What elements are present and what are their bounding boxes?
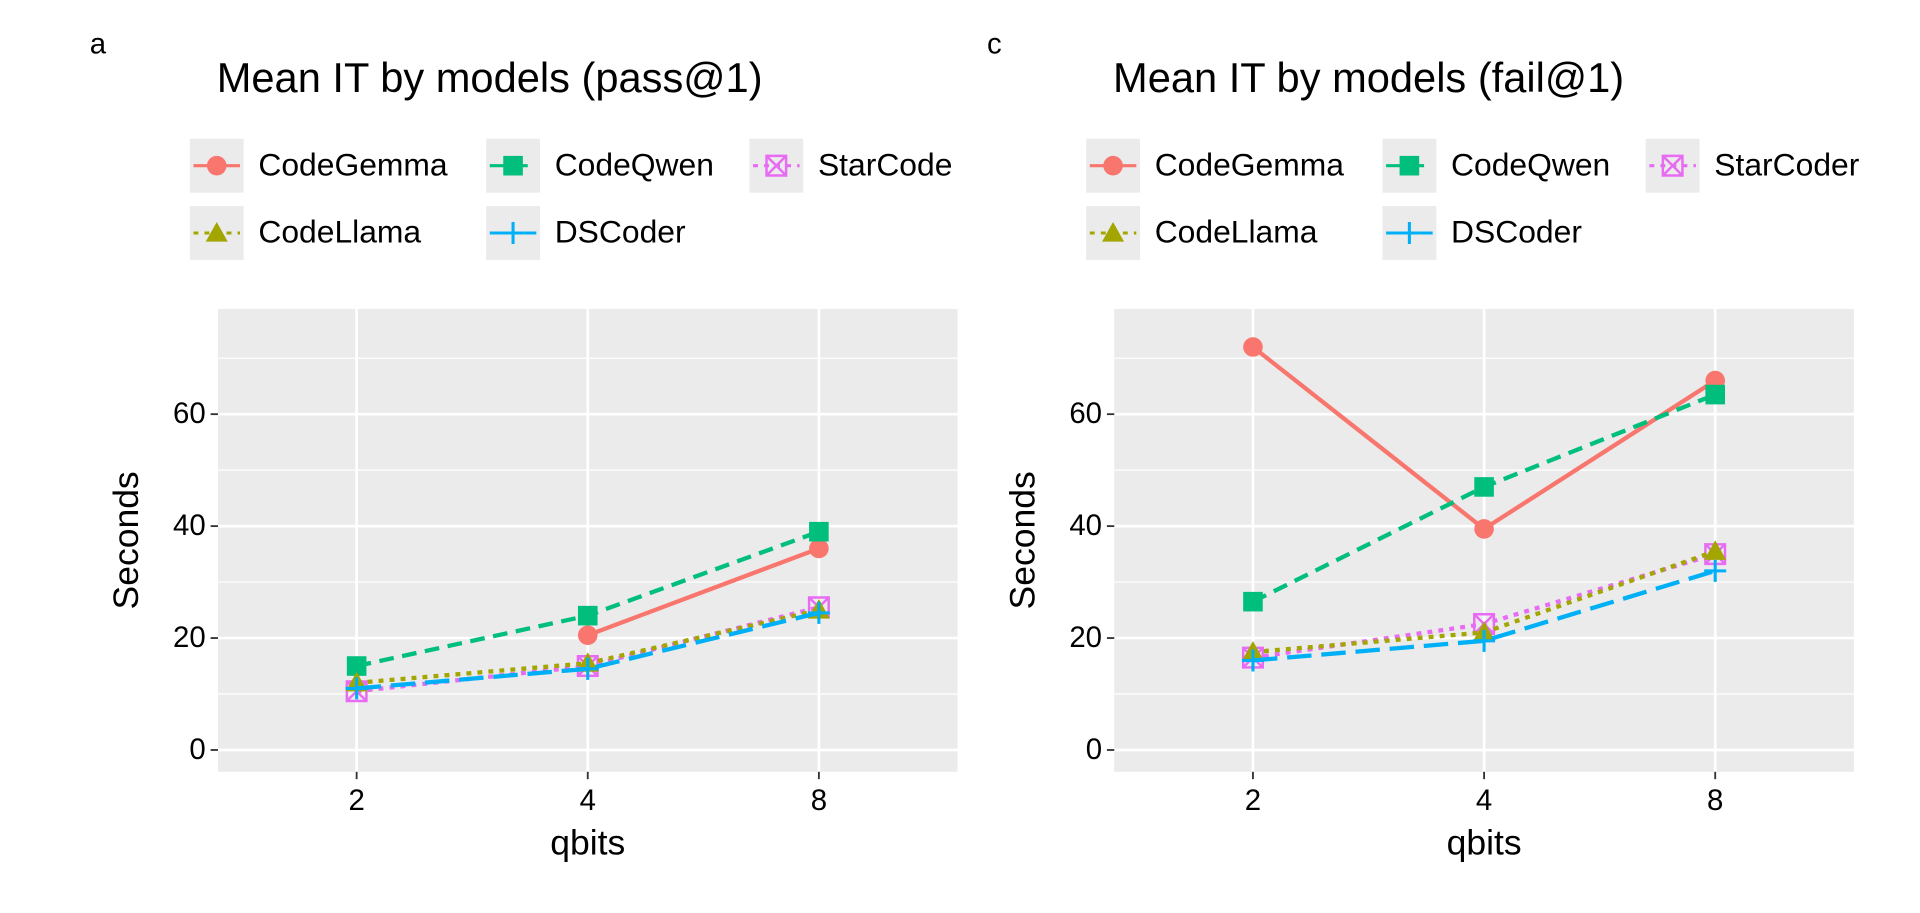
y-tick-label: 20: [1069, 621, 1102, 654]
legend-marker: [1103, 155, 1123, 176]
y-axis-title: Seconds: [106, 471, 146, 609]
legend-marker: [206, 155, 227, 176]
data-point: [1243, 591, 1263, 612]
data-point: [346, 656, 367, 676]
legend-label: CodeQwen: [555, 146, 714, 182]
data-point: [577, 625, 598, 646]
y-axis-title: Seconds: [1002, 471, 1042, 609]
series-line: [356, 610, 820, 691]
y-tick-label: 60: [1069, 397, 1102, 430]
chart-title: Mean IT by models (pass@1): [217, 54, 763, 101]
data-point: [1704, 540, 1727, 560]
data-point: [345, 677, 368, 700]
data-point: [807, 601, 830, 624]
x-tick-label: 2: [348, 784, 364, 817]
legend-label: CodeLlama: [258, 214, 421, 250]
y-tick-label: 40: [173, 509, 206, 542]
panel-label: c: [987, 27, 1002, 60]
panel-label: a: [90, 27, 107, 60]
legend-label: StarCode: [818, 146, 952, 182]
x-tick-label: 2: [1245, 784, 1261, 817]
series-line: [1252, 568, 1716, 663]
x-axis-title: qbits: [550, 823, 625, 863]
legend-label: CodeGemma: [258, 146, 448, 182]
y-tick-label: 40: [1069, 509, 1102, 542]
legend-label: CodeGemma: [1155, 146, 1345, 182]
x-tick-label: 4: [1476, 784, 1492, 817]
legend-marker: [1399, 155, 1420, 176]
legend-label: CodeQwen: [1451, 146, 1610, 182]
chart-title: Mean IT by models (fail@1): [1113, 54, 1624, 101]
legend-label: DSCoder: [1451, 214, 1582, 250]
legend-label: DSCoder: [555, 214, 686, 250]
legend-marker: [1102, 222, 1125, 242]
legend-marker: [1661, 154, 1684, 177]
x-tick-label: 8: [811, 784, 827, 817]
legend-label: CodeLlama: [1155, 214, 1318, 250]
data-point: [1705, 384, 1725, 405]
data-point: [809, 521, 829, 542]
x-tick-label: 8: [1707, 784, 1723, 817]
data-point: [1243, 337, 1263, 357]
data-point: [809, 538, 829, 559]
data-point: [576, 657, 599, 680]
y-tick-label: 0: [1086, 733, 1102, 766]
x-tick-label: 4: [580, 784, 596, 817]
data-point: [577, 605, 598, 626]
legend-marker: [205, 222, 228, 242]
x-axis-title: qbits: [1447, 823, 1522, 863]
data-point: [1704, 559, 1727, 582]
legend-marker: [502, 222, 525, 245]
data-point: [1474, 477, 1494, 497]
legend-label: StarCoder: [1714, 146, 1859, 182]
y-tick-label: 60: [173, 397, 206, 430]
data-point: [1474, 519, 1494, 539]
legend-marker: [503, 155, 523, 176]
series-line: [587, 546, 820, 638]
data-point: [1241, 649, 1264, 672]
y-tick-label: 0: [189, 733, 205, 766]
legend-marker: [1398, 222, 1421, 245]
y-tick-label: 20: [173, 621, 206, 654]
legend-marker: [765, 154, 788, 177]
data-point: [1473, 629, 1496, 652]
